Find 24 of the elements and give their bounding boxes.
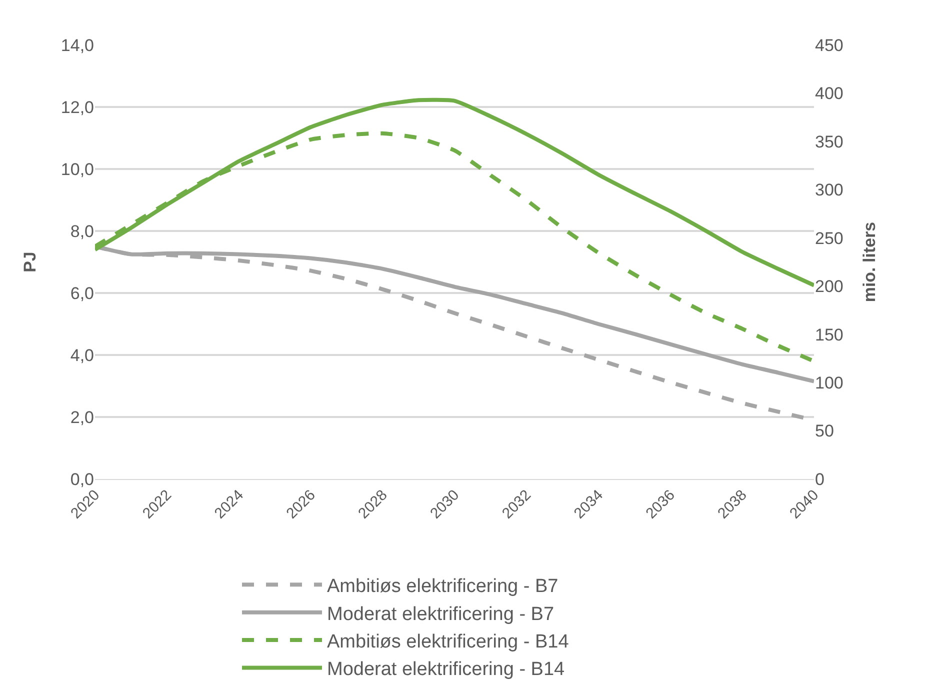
- legend-label: Moderat elektrificering - B7: [327, 604, 554, 625]
- legend-label: Ambitiøs elektrificering - B14: [327, 631, 570, 652]
- y2-tick-label: 150: [815, 325, 844, 344]
- y2-tick-label: 250: [815, 228, 844, 248]
- y2-tick-label: 300: [815, 180, 844, 200]
- legend-label: Moderat elektrificering - B14: [327, 659, 566, 680]
- y-tick-label: 8,0: [70, 222, 94, 241]
- y-tick-label: 14,0: [60, 36, 94, 55]
- y2-tick-label: 50: [815, 422, 834, 441]
- y-axis-title: PJ: [20, 252, 40, 272]
- y2-tick-label: 450: [815, 36, 844, 55]
- y2-tick-label: 100: [815, 374, 844, 393]
- y-tick-label: 6,0: [70, 284, 94, 303]
- y-tick-label: 10,0: [60, 160, 94, 179]
- y-tick-label: 12,0: [60, 98, 94, 117]
- y2-tick-label: 400: [815, 84, 844, 104]
- y-tick-label: 4,0: [70, 346, 94, 365]
- legend-label: Ambitiøs elektrificering - B7: [327, 576, 558, 598]
- y-tick-label: 0,0: [70, 470, 94, 489]
- y2-tick-label: 200: [815, 277, 844, 296]
- y2-tick-label: 350: [815, 132, 844, 152]
- y2-axis-title: mio. liters: [860, 222, 879, 302]
- y2-tick-label: 0: [815, 470, 824, 489]
- y-tick-label: 2,0: [70, 408, 94, 427]
